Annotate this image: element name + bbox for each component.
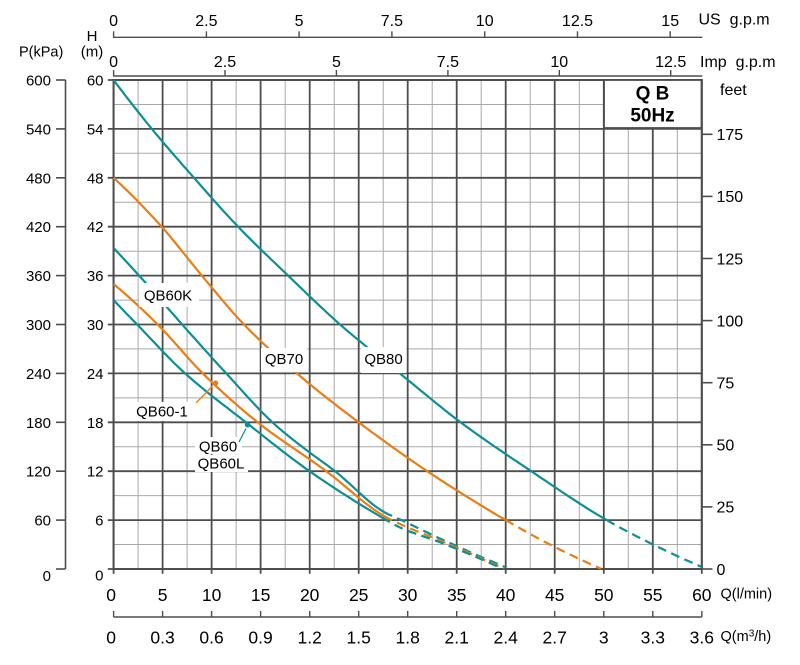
svg-text:480: 480	[26, 170, 51, 187]
svg-text:36: 36	[87, 268, 104, 285]
svg-text:3.6: 3.6	[690, 627, 714, 647]
svg-text:18: 18	[87, 415, 104, 432]
svg-text:QB70: QB70	[265, 351, 303, 368]
svg-text:48: 48	[87, 170, 104, 187]
svg-text:10: 10	[202, 585, 222, 605]
svg-text:0.3: 0.3	[150, 627, 174, 647]
svg-text:2.5: 2.5	[214, 54, 236, 71]
svg-text:0: 0	[106, 585, 116, 605]
svg-text:Q(m3/h): Q(m3/h)	[721, 629, 772, 646]
svg-text:600: 600	[26, 73, 51, 90]
svg-text:7.5: 7.5	[381, 13, 403, 30]
svg-text:2.7: 2.7	[543, 627, 567, 647]
svg-text:45: 45	[545, 585, 564, 605]
svg-text:60: 60	[34, 513, 51, 530]
svg-text:420: 420	[26, 219, 51, 236]
svg-text:25: 25	[717, 500, 735, 517]
svg-text:US g.p.m: US g.p.m	[699, 12, 770, 29]
svg-text:300: 300	[26, 317, 51, 334]
svg-text:30: 30	[87, 317, 104, 334]
svg-text:50Hz: 50Hz	[630, 105, 674, 126]
svg-text:0: 0	[95, 568, 103, 585]
svg-text:12.5: 12.5	[655, 54, 686, 71]
svg-text:5: 5	[295, 13, 304, 30]
svg-text:240: 240	[26, 366, 51, 383]
svg-text:5: 5	[332, 54, 341, 71]
svg-text:0: 0	[717, 562, 726, 579]
svg-text:24: 24	[87, 366, 104, 383]
svg-text:Q(l/min): Q(l/min)	[721, 587, 773, 603]
svg-text:35: 35	[447, 585, 466, 605]
svg-text:QB60L: QB60L	[198, 456, 245, 473]
svg-text:feet: feet	[720, 82, 747, 99]
svg-text:40: 40	[496, 585, 516, 605]
svg-text:6: 6	[95, 513, 103, 530]
svg-text:120: 120	[26, 464, 51, 481]
svg-text:1.8: 1.8	[396, 627, 420, 647]
svg-text:42: 42	[87, 219, 104, 236]
svg-text:150: 150	[717, 189, 744, 206]
svg-text:180: 180	[26, 415, 51, 432]
svg-text:(m): (m)	[81, 44, 104, 61]
svg-text:12.5: 12.5	[562, 13, 593, 30]
svg-text:50: 50	[594, 585, 614, 605]
svg-text:100: 100	[717, 313, 744, 330]
svg-text:25: 25	[349, 585, 368, 605]
svg-text:2.1: 2.1	[445, 627, 469, 647]
svg-text:0: 0	[43, 568, 51, 585]
svg-text:10: 10	[476, 13, 494, 30]
svg-text:1.5: 1.5	[347, 627, 371, 647]
svg-text:30: 30	[398, 585, 418, 605]
svg-text:QB60K: QB60K	[144, 288, 192, 305]
svg-text:QB60-1: QB60-1	[136, 404, 188, 421]
svg-text:3: 3	[599, 627, 609, 647]
svg-text:Q B: Q B	[636, 83, 670, 104]
svg-text:P(kPa): P(kPa)	[19, 45, 63, 61]
svg-text:QB60: QB60	[199, 439, 237, 456]
svg-text:7.5: 7.5	[437, 54, 459, 71]
svg-text:60: 60	[87, 73, 104, 90]
svg-text:12: 12	[87, 464, 104, 481]
svg-text:15: 15	[251, 585, 270, 605]
svg-text:5: 5	[158, 585, 168, 605]
svg-text:0: 0	[109, 54, 118, 71]
svg-text:2.5: 2.5	[195, 13, 217, 30]
svg-text:0.6: 0.6	[199, 627, 223, 647]
svg-text:H: H	[87, 28, 98, 45]
svg-text:75: 75	[717, 376, 735, 393]
svg-text:0.9: 0.9	[248, 627, 272, 647]
svg-text:1.2: 1.2	[298, 627, 322, 647]
svg-text:0: 0	[109, 13, 118, 30]
svg-text:10: 10	[550, 54, 568, 71]
svg-text:55: 55	[643, 585, 662, 605]
svg-text:15: 15	[661, 13, 679, 30]
svg-text:125: 125	[717, 251, 744, 268]
svg-text:QB80: QB80	[364, 351, 402, 368]
svg-text:0: 0	[106, 627, 116, 647]
svg-text:3.3: 3.3	[641, 627, 665, 647]
svg-text:54: 54	[87, 121, 104, 138]
svg-text:Imp g.p.m: Imp g.p.m	[700, 54, 776, 71]
svg-text:540: 540	[26, 121, 51, 138]
svg-text:2.4: 2.4	[494, 627, 519, 647]
svg-text:360: 360	[26, 268, 51, 285]
svg-text:50: 50	[717, 438, 735, 455]
svg-text:20: 20	[300, 585, 320, 605]
svg-text:175: 175	[717, 127, 744, 144]
svg-text:60: 60	[692, 585, 712, 605]
